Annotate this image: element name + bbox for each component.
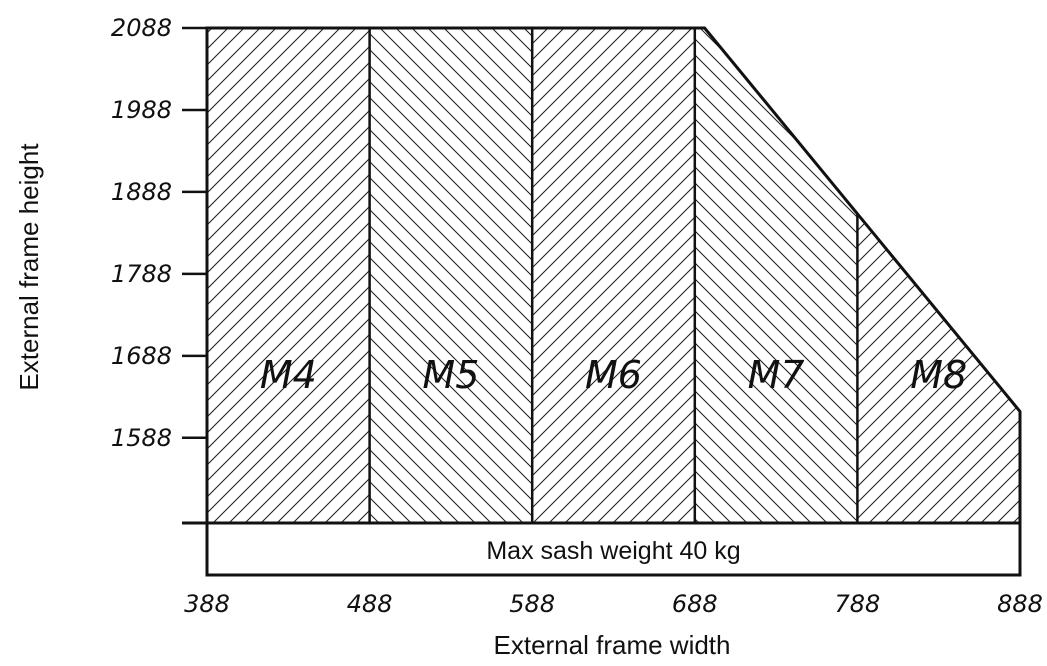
zone-m8-area <box>857 28 1020 523</box>
zone-label-m5: M5 <box>422 353 479 397</box>
x-tick-label: 688 <box>672 590 718 618</box>
zone-m5-area <box>369 28 533 523</box>
y-tick-label: 1688 <box>111 342 172 370</box>
zone-m6-area <box>532 28 695 523</box>
max-weight-label: Max sash weight 40 kg <box>486 537 740 565</box>
x-tick-label: 588 <box>509 590 555 618</box>
max-weight-band <box>205 521 1022 577</box>
y-tick-label: 1988 <box>111 96 172 124</box>
zones-layer <box>207 28 1020 523</box>
zone-labels: M4 M5 M6 M7 M8 <box>260 353 967 397</box>
x-tick-label: 388 <box>184 590 230 618</box>
y-tick-label: 1888 <box>111 178 172 206</box>
y-tick-label: 1588 <box>111 424 172 452</box>
x-tick-label: 488 <box>347 590 393 618</box>
zone-m4-area <box>207 28 370 523</box>
zone-m7-area <box>694 28 858 523</box>
x-tick-label: 788 <box>834 590 880 618</box>
zone-label-m4: M4 <box>260 353 317 397</box>
y-tick-label: 1788 <box>111 260 172 288</box>
zone-dividers <box>368 28 859 523</box>
zone-label-m8: M8 <box>910 353 967 397</box>
x-axis-title: External frame width <box>494 630 731 660</box>
zone-label-m7: M7 <box>748 353 805 397</box>
x-axis-ticks: 388 488 588 688 788 888 <box>184 590 1043 618</box>
y-tick-label: 2088 <box>111 14 172 42</box>
y-axis-title: External frame height <box>14 143 44 391</box>
y-axis-ticks: 1588 1688 1788 1888 1988 2088 <box>111 14 207 452</box>
zone-label-m6: M6 <box>585 353 642 397</box>
x-tick-label: 888 <box>997 590 1043 618</box>
